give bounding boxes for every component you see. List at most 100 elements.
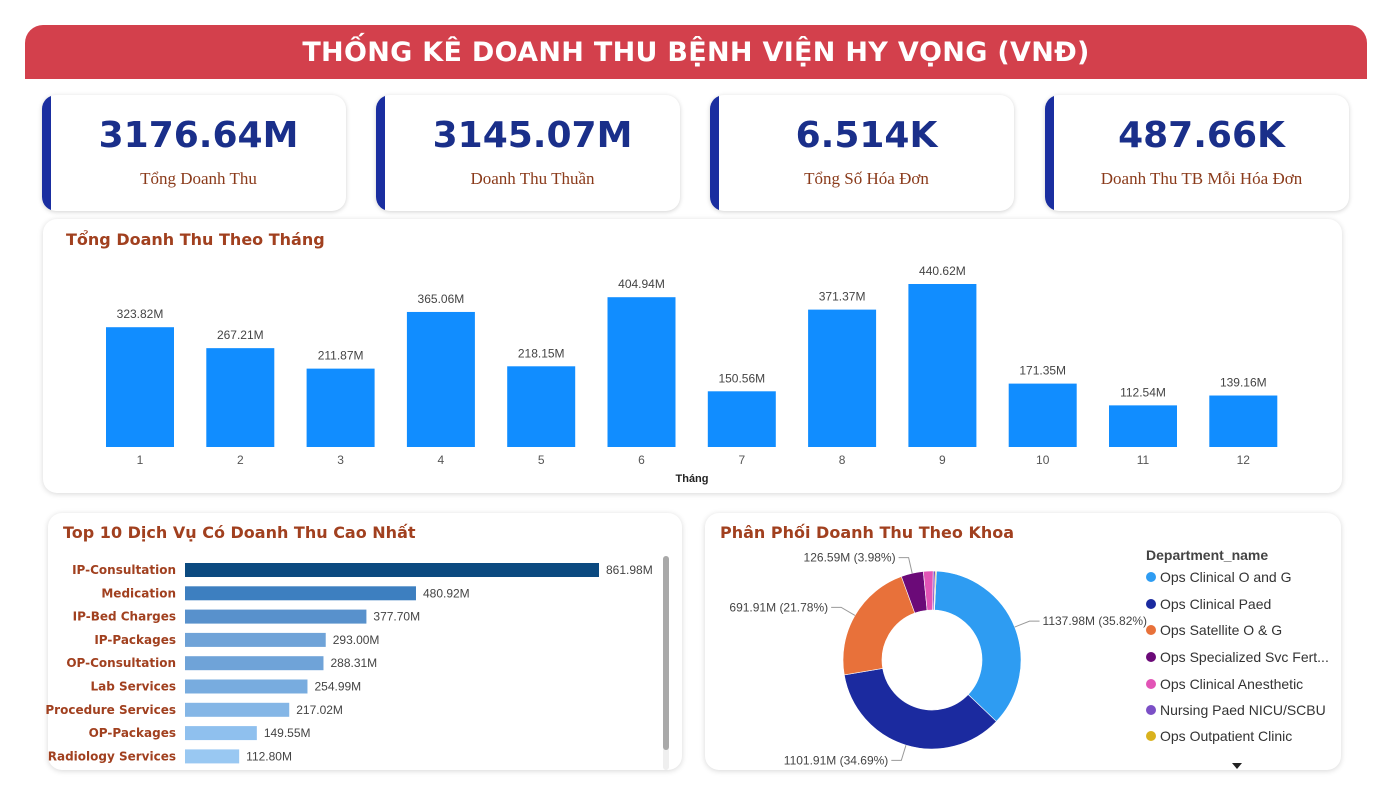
x-tick-label: 6 — [638, 453, 645, 467]
kpi-card-invoice-count[interactable]: 6.514K Tổng Số Hóa Đơn — [710, 95, 1014, 211]
category-label: OP-Packages — [89, 726, 176, 740]
legend-item[interactable]: Ops Clinical O and G — [1146, 569, 1292, 585]
kpi-label: Doanh Thu Thuần — [470, 169, 595, 188]
category-label: OP-Consultation — [66, 656, 176, 670]
x-tick-label: 4 — [438, 453, 445, 467]
data-label: 218.15M — [518, 346, 565, 360]
kpi-accent-bar — [376, 95, 385, 211]
legend-label: Ops Specialized Svc Fert... — [1160, 649, 1329, 665]
donut-slice — [842, 576, 916, 676]
bar-month-10 — [1008, 383, 1077, 447]
kpi-accent-bar — [710, 95, 719, 211]
legend-label: Ops Clinical Anesthetic — [1160, 676, 1304, 692]
kpi-value: 3145.07M — [432, 115, 633, 156]
top-services-chart-title: Top 10 Dịch Vụ Có Doanh Thu Cao Nhất — [63, 523, 416, 542]
x-tick-label: 11 — [1137, 453, 1150, 467]
legend-item[interactable]: Ops Outpatient Clinic — [1146, 728, 1292, 744]
kpi-label: Doanh Thu TB Mỗi Hóa Đơn — [1100, 169, 1303, 188]
legend-item[interactable]: Ops Satellite O & G — [1146, 622, 1282, 638]
data-label: 1137.98M (35.82%) — [1043, 614, 1148, 628]
department-chart-title: Phân Phối Doanh Thu Theo Khoa — [720, 523, 1015, 542]
scrollbar[interactable] — [663, 556, 669, 770]
data-label: 440.62M — [919, 264, 966, 278]
x-tick-label: 7 — [738, 453, 745, 467]
header-banner: THỐNG KÊ DOANH THU BỆNH VIỆN HY VỌNG (VN… — [25, 25, 1367, 79]
x-tick-label: 2 — [237, 453, 244, 467]
data-label: 112.80M — [246, 749, 292, 763]
kpi-card-avg-revenue-per-invoice[interactable]: 487.66K Doanh Thu TB Mỗi Hóa Đơn — [1045, 95, 1349, 211]
x-tick-label: 9 — [939, 453, 946, 467]
x-tick-label: 1 — [137, 453, 144, 467]
category-label: Lab Services — [90, 680, 176, 694]
legend-label: Ops Clinical Paed — [1160, 596, 1272, 612]
bar-service — [185, 726, 257, 741]
kpi-accent-bar — [42, 95, 51, 211]
bar-month-1 — [106, 327, 174, 447]
legend-label: Nursing Paed NICU/SCBU — [1160, 702, 1326, 718]
kpi-value: 3176.64M — [98, 115, 299, 156]
data-label: 150.56M — [718, 371, 765, 385]
legend-label: Ops Satellite O & G — [1160, 622, 1283, 638]
legend-swatch — [1146, 652, 1156, 662]
dashboard-title: THỐNG KÊ DOANH THU BỆNH VIỆN HY VỌNG (VN… — [302, 36, 1090, 68]
bar-month-11 — [1109, 405, 1177, 447]
bar-service — [185, 586, 416, 601]
kpi-label: Tổng Số Hóa Đơn — [804, 169, 929, 188]
data-label: 293.00M — [333, 633, 380, 647]
data-label: 217.02M — [296, 703, 343, 717]
bar-service — [185, 563, 599, 577]
legend-item[interactable]: Ops Clinical Anesthetic — [1146, 676, 1303, 692]
legend-label: Ops Outpatient Clinic — [1160, 728, 1293, 744]
data-label: 691.91M (21.78%) — [729, 600, 828, 614]
monthly-chart-title: Tổng Doanh Thu Theo Tháng — [66, 230, 325, 249]
data-label: 211.87M — [318, 349, 364, 363]
legend-swatch — [1146, 572, 1156, 582]
bar-service — [185, 679, 308, 694]
x-tick-label: 10 — [1036, 453, 1050, 467]
bar-month-12 — [1209, 395, 1278, 447]
legend-item[interactable]: Ops Clinical Paed — [1146, 596, 1271, 612]
x-tick-label: 5 — [538, 453, 545, 467]
kpi-value: 6.514K — [795, 115, 938, 156]
data-label: 371.37M — [819, 290, 866, 304]
legend-swatch — [1146, 705, 1156, 715]
leader-line — [1014, 620, 1040, 628]
legend-swatch — [1146, 731, 1156, 741]
kpi-card-net-revenue[interactable]: 3145.07M Doanh Thu Thuần — [376, 95, 680, 211]
donut-slice — [933, 570, 937, 611]
bar-month-6 — [607, 297, 676, 447]
bar-service — [185, 609, 367, 624]
legend-scroll-down-icon[interactable] — [1232, 763, 1242, 769]
kpi-label: Tổng Doanh Thu — [140, 169, 257, 188]
department-distribution-card — [705, 513, 1341, 770]
legend-item[interactable]: Ops Specialized Svc Fert... — [1146, 649, 1329, 665]
scrollbar-thumb[interactable] — [663, 556, 669, 750]
kpi-card-total-revenue[interactable]: 3176.64M Tổng Doanh Thu — [42, 95, 346, 211]
data-label: 112.54M — [1120, 385, 1166, 399]
legend-item[interactable]: Nursing Paed NICU/SCBU — [1146, 702, 1326, 718]
data-label: 254.99M — [314, 680, 361, 694]
donut-slice — [843, 668, 997, 750]
bar-service — [185, 632, 326, 647]
top-services-card — [48, 513, 682, 770]
donut-slice — [934, 570, 1022, 722]
bar-service — [185, 702, 290, 717]
data-label: 149.55M — [264, 726, 311, 740]
bar-month-2 — [206, 348, 275, 447]
category-label: IP-Consultation — [72, 563, 176, 577]
kpi-value: 487.66K — [1118, 115, 1285, 156]
bar-month-7 — [707, 391, 776, 447]
leader-line — [831, 606, 856, 616]
x-tick-label: 8 — [839, 453, 846, 467]
legend-swatch — [1146, 679, 1156, 689]
category-label: Medication — [101, 586, 176, 600]
leader-line — [891, 744, 907, 761]
category-label: Procedure Services — [45, 703, 176, 717]
legend-label: Ops Clinical O and G — [1160, 569, 1292, 585]
data-label: 377.70M — [373, 610, 420, 624]
data-label: 171.35M — [1019, 364, 1066, 378]
bar-service — [185, 656, 324, 671]
